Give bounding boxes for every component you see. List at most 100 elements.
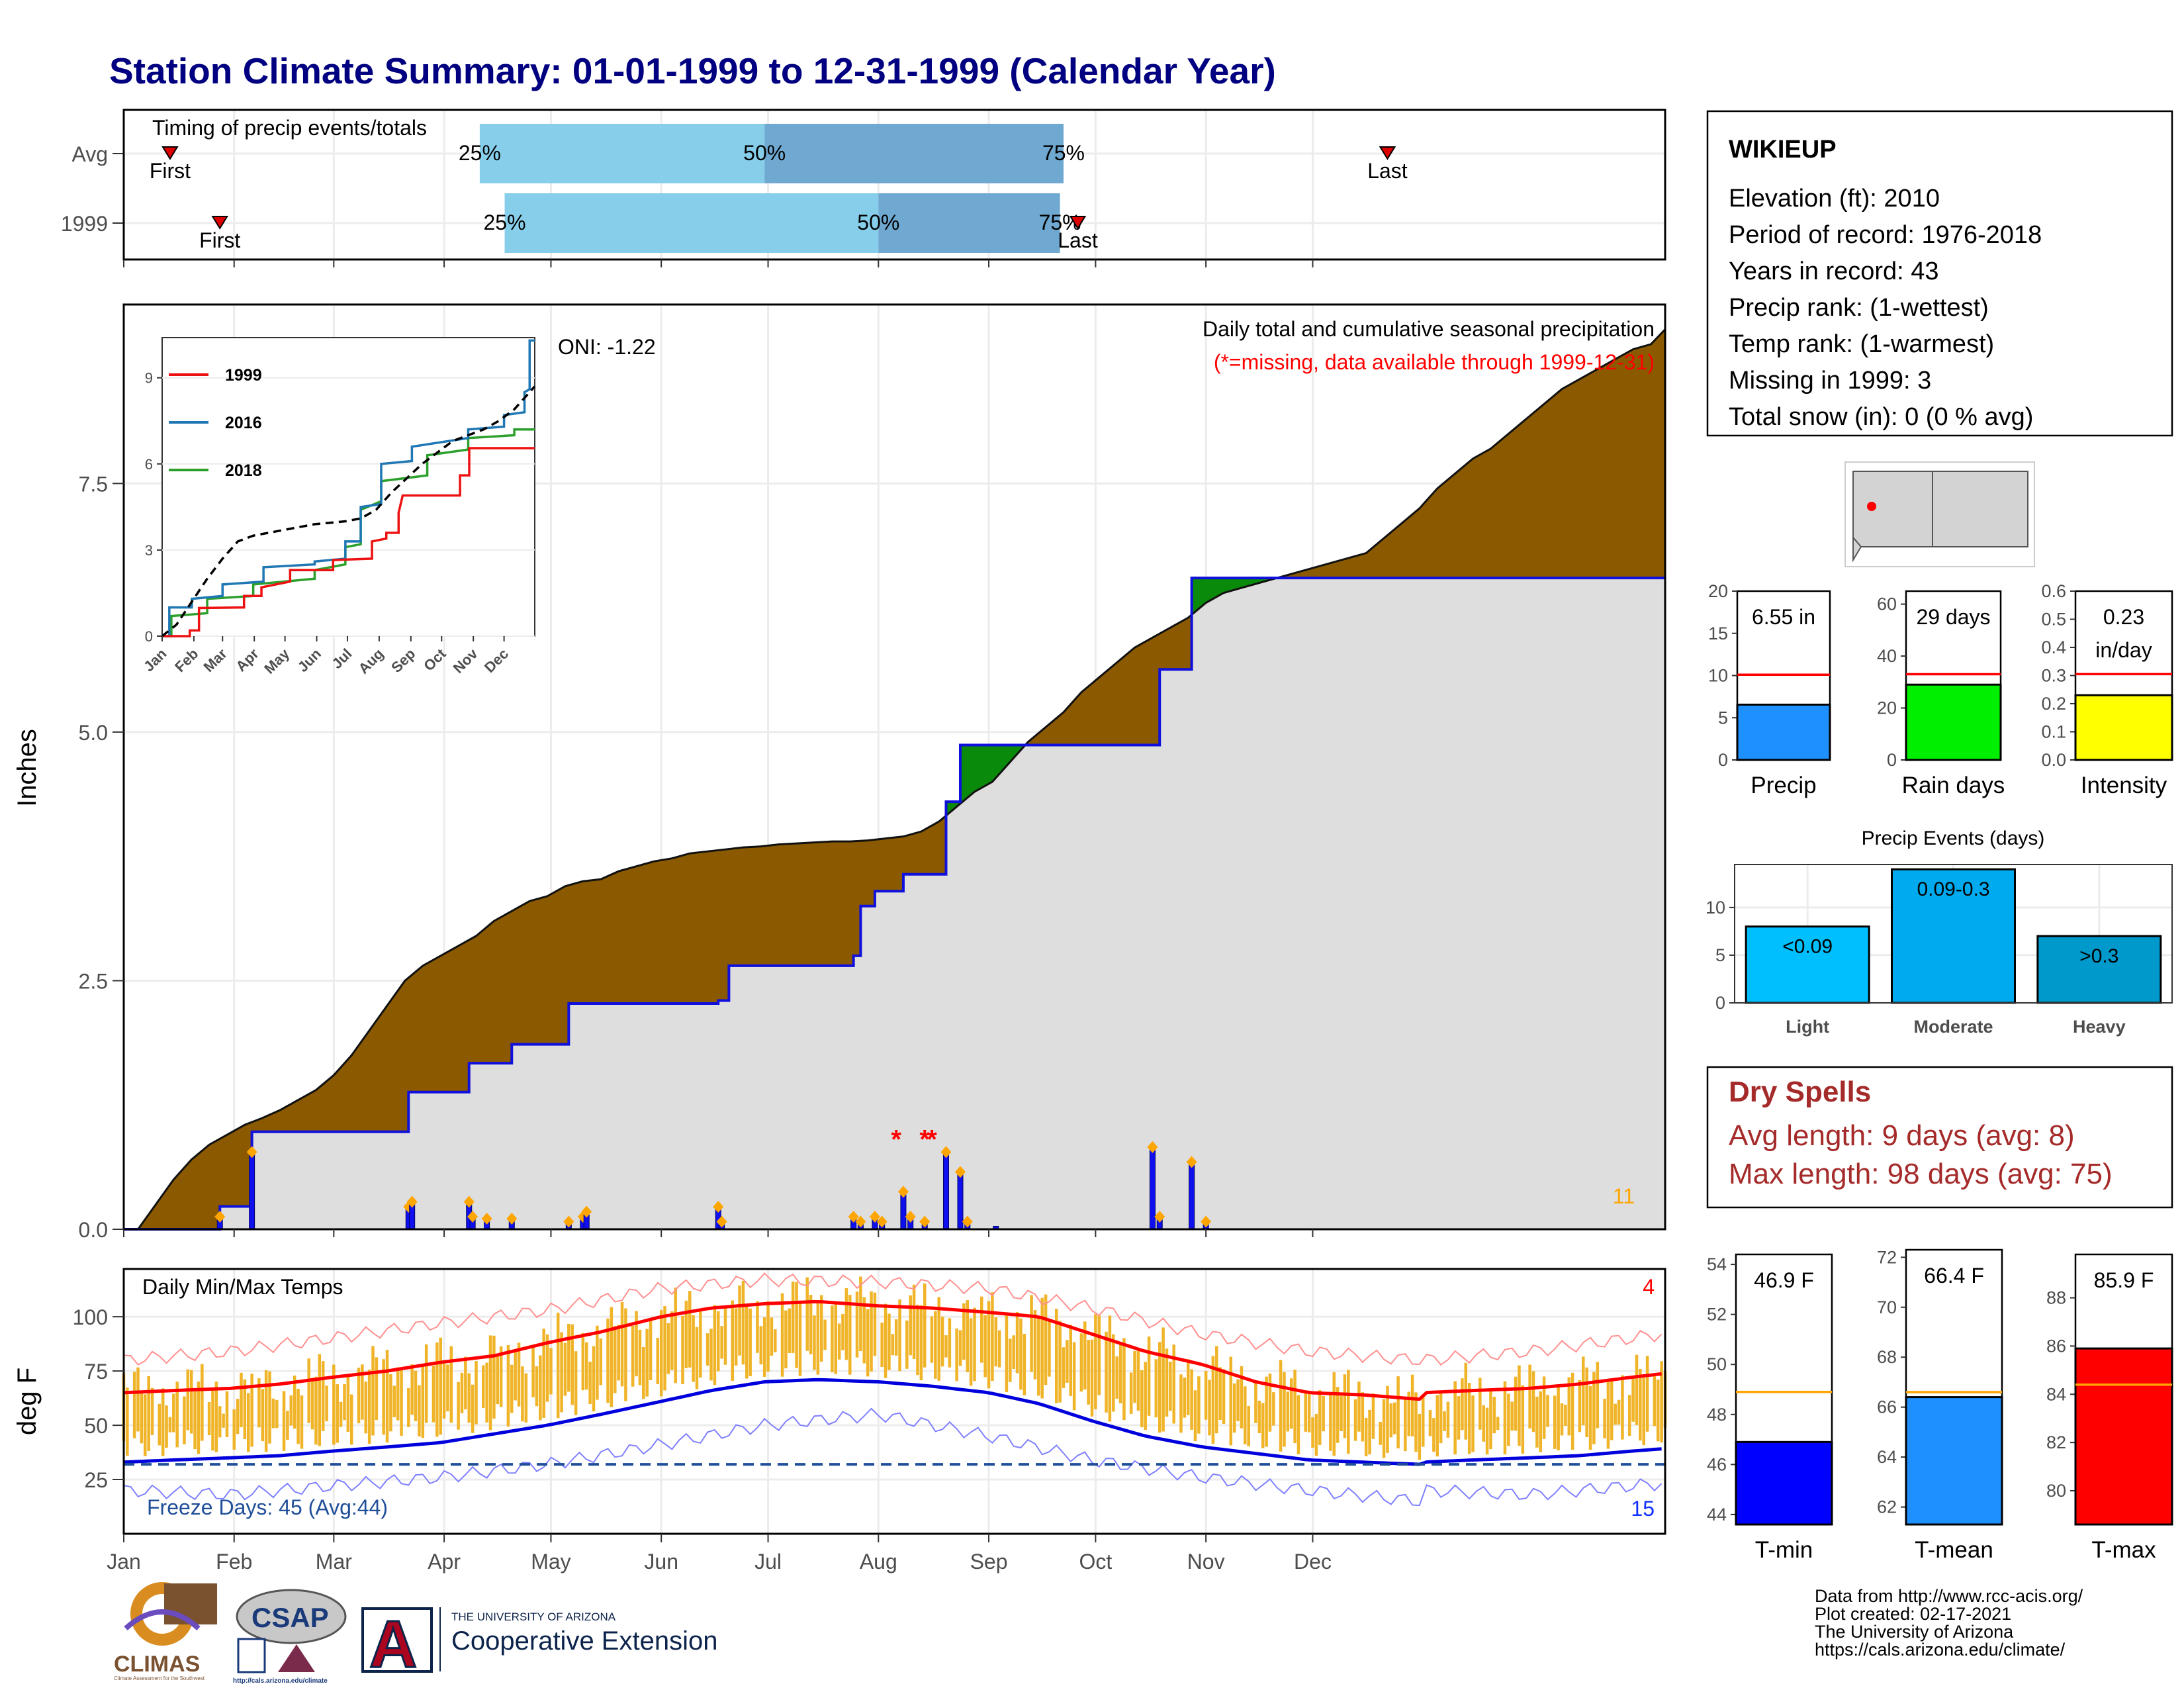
daily-temp-bar — [1471, 1395, 1475, 1452]
daily-temp-bar — [1592, 1372, 1596, 1444]
inset-legend-label: 1999 — [225, 366, 262, 385]
tmax-axis-label: T-max — [2091, 1537, 2156, 1563]
intensity-value-bar — [2074, 694, 2173, 761]
timing-last-label: Last — [1367, 159, 1408, 183]
daily-temp-bar — [1240, 1366, 1244, 1429]
record-min-line — [123, 1407, 1662, 1507]
daily-temp-bar — [983, 1315, 987, 1378]
daily-temp-bar — [1144, 1362, 1147, 1430]
daily-temp-bar — [1062, 1347, 1066, 1388]
daily-temp-bar — [183, 1396, 186, 1444]
footer-credits: Data from http://www.rcc-acis.org/ Plot … — [1815, 1586, 2083, 1660]
rain_days-y-tick-label: 40 — [1877, 646, 1897, 666]
missing-data-marker: * — [927, 1125, 937, 1154]
daily-temp-bar — [300, 1395, 304, 1449]
station-line: Missing in 1999: 3 — [1729, 367, 1931, 395]
daily-temp-bar — [539, 1355, 542, 1421]
daily-temp-bar — [816, 1301, 820, 1375]
dry-spells-title: Dry Spells — [1729, 1076, 1871, 1108]
climas-logo: CLIMAS Climate Assessment for the Southw… — [114, 1582, 217, 1681]
svg-text:CSAP: CSAP — [251, 1602, 329, 1633]
temp-y-tick-label: 25 — [84, 1468, 108, 1492]
inset-line-2018 — [162, 428, 535, 637]
daily-precip-bar — [957, 1174, 964, 1230]
daily-temp-bar — [645, 1329, 649, 1397]
daily-temp-bar — [1069, 1325, 1073, 1396]
hot-days-count: 4 — [1643, 1275, 1655, 1299]
daily-temp-bar — [318, 1354, 322, 1446]
station-line: Elevation (ft): 2010 — [1729, 185, 1940, 212]
precip-event-marker — [716, 1215, 727, 1228]
daily-temp-bar — [862, 1297, 866, 1364]
daily-temp-bar — [1147, 1336, 1151, 1416]
daily-temp-bar — [246, 1393, 250, 1452]
precip-y-tick-label: 2.5 — [79, 969, 108, 993]
daily-temp-bar — [136, 1367, 140, 1432]
daily-temp-bar — [1606, 1380, 1610, 1449]
timing-last-label: Last — [1058, 228, 1098, 252]
daily-temp-bar — [1439, 1392, 1443, 1444]
station-name: WIKIEUP — [1729, 136, 1837, 164]
precip-y-tick-label: 7.5 — [79, 472, 108, 496]
station-line: Total snow (in): 0 (0 % avg) — [1729, 403, 2033, 431]
daily-temp-bar — [1257, 1401, 1261, 1434]
daily-temp-bar — [392, 1385, 396, 1417]
daily-temp-bar — [1418, 1413, 1422, 1460]
precip-event-marker — [955, 1166, 966, 1178]
month-label: Dec — [1294, 1550, 1332, 1573]
daily-temp-bar — [172, 1393, 175, 1432]
precip-events-bar — [2036, 935, 2162, 1004]
daily-temp-bar — [1435, 1395, 1439, 1457]
tmax-y-tick-label: 82 — [2046, 1432, 2066, 1452]
rain_days-value-label: 29 days — [1916, 605, 1990, 629]
daily-temp-bar — [1311, 1417, 1314, 1448]
daily-temp-bar — [222, 1413, 225, 1428]
daily-temp-bar — [1023, 1334, 1026, 1395]
daily-temp-bar — [132, 1372, 136, 1438]
ua-cooperative-extension-logo: A THE UNIVERSITY OF ARIZONA Cooperative … — [361, 1607, 717, 1683]
daily-temp-bar — [741, 1280, 745, 1365]
daily-temp-bar — [784, 1310, 788, 1369]
daily-temp-bar — [1610, 1380, 1614, 1440]
daily-temp-bar — [1197, 1376, 1201, 1434]
daily-temp-bar — [674, 1288, 677, 1383]
precip-event-marker — [962, 1215, 973, 1228]
month-label: Sep — [970, 1550, 1008, 1573]
daily-temp-bar — [1357, 1381, 1361, 1432]
daily-temp-bar — [385, 1350, 389, 1443]
intensity-y-tick-label: 0.0 — [2041, 750, 2066, 770]
daily-temp-bar — [659, 1309, 663, 1397]
tmax-value-label: 85.9 F — [2094, 1268, 2154, 1292]
daily-temp-bar — [307, 1358, 310, 1423]
daily-temp-bar — [296, 1389, 300, 1444]
daily-temp-bar — [1389, 1403, 1393, 1438]
daily-temp-bar — [1048, 1321, 1051, 1377]
daily-temp-bar — [314, 1376, 318, 1445]
daily-temp-bar — [1190, 1369, 1193, 1430]
daily-temp-bar — [1158, 1342, 1161, 1433]
daily-temp-bar — [1140, 1370, 1144, 1428]
precip-event-marker — [506, 1212, 518, 1225]
daily-temp-bar — [1019, 1318, 1023, 1390]
daily-temp-bar — [1635, 1354, 1639, 1425]
daily-temp-bar — [257, 1378, 261, 1428]
precip-event-marker — [1186, 1156, 1197, 1168]
daily-temp-bar — [268, 1371, 271, 1444]
daily-temp-bar — [1112, 1334, 1115, 1412]
daily-temp-bar — [232, 1409, 236, 1450]
daily-temp-bar — [1371, 1393, 1375, 1439]
daily-temp-bar — [1414, 1392, 1418, 1452]
footer-line: The University of Arizona — [1815, 1622, 2014, 1642]
daily-temp-bar — [211, 1388, 214, 1451]
precip-event-marker — [869, 1210, 880, 1223]
intensity-y-tick-label: 0.2 — [2041, 694, 2066, 714]
daily-temp-bar — [574, 1351, 578, 1415]
daily-temp-bar — [1585, 1367, 1588, 1437]
daily-temp-bar — [1009, 1338, 1012, 1382]
daily-temp-bar — [271, 1398, 275, 1429]
daily-temp-bar — [848, 1295, 852, 1375]
summary-bar-charts: 0 5 10 15 20 6.55 in Precip 0 20 40 60 29 days Rain … — [1708, 581, 2173, 798]
daily-temp-bar — [813, 1315, 816, 1370]
temp-y-tick-label: 100 — [73, 1305, 108, 1329]
daily-temp-bar — [1005, 1314, 1009, 1393]
